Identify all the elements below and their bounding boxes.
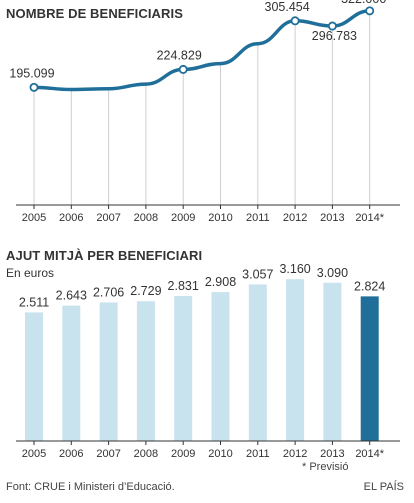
source-note: Font: CRUE i Ministeri d’Educació. (6, 481, 175, 493)
line-x-tick-label: 2012 (283, 212, 307, 224)
line-x-tick-label: 2007 (96, 212, 120, 224)
beneficiaries-data-point (365, 6, 375, 16)
average-aid-data-label: 2.643 (56, 289, 87, 303)
average-aid-bar (136, 301, 155, 441)
line-chart-title: NOMBRE DE BENEFICIARIS (6, 6, 183, 21)
line-x-tick-label: 2005 (22, 212, 46, 224)
bar-x-tick-label: 2006 (59, 448, 83, 460)
beneficiaries-data-point (178, 64, 188, 74)
line-x-tick-label: 2014* (355, 212, 384, 224)
average-aid-bar-chart: 2.511 2.643 2.706 2.729 2.831 2.908 3.057 3.160… (16, 262, 400, 460)
average-aid-data-label: 2.511 (19, 295, 49, 309)
beneficiaries-data-label: 195.099 (9, 66, 54, 80)
beneficiaries-line-chart: 2005 2006 2007 2008 2009 2010 2011 2012 2013 2014… (9, 0, 400, 224)
average-aid-bar (323, 282, 342, 441)
forecast-footnote: * Previsió (302, 461, 349, 473)
average-aid-bar (62, 305, 81, 441)
beneficiaries-data-label: 305.454 (265, 0, 310, 14)
beneficiaries-data-label: 224.829 (157, 48, 202, 62)
line-x-tick-label: 2011 (246, 212, 270, 224)
average-aid-bar (99, 302, 118, 441)
line-x-tick-label: 2010 (208, 212, 232, 224)
average-aid-bar (360, 296, 379, 441)
average-aid-data-label: 2.831 (168, 279, 199, 293)
bar-x-tick-label: 2010 (208, 448, 232, 460)
bar-x-tick-label: 2012 (283, 448, 307, 460)
beneficiaries-data-label: 322.000 (341, 0, 386, 6)
beneficiaries-data-label: 296.783 (312, 29, 357, 43)
average-aid-data-label: 2.729 (130, 284, 161, 298)
average-aid-data-label: 2.706 (93, 285, 124, 299)
bar-chart-subtitle: En euros (6, 266, 55, 280)
beneficiaries-data-point (327, 21, 337, 31)
line-x-tick-label: 2009 (171, 212, 195, 224)
average-aid-data-label: 3.090 (317, 266, 348, 280)
bar-x-tick-label: 2009 (171, 448, 195, 460)
bar-x-tick-label: 2011 (246, 448, 270, 460)
beneficiaries-data-point (29, 82, 39, 92)
average-aid-data-label: 2.824 (354, 279, 385, 293)
line-x-tick-label: 2006 (59, 212, 83, 224)
bar-x-tick-label: 2005 (22, 448, 46, 460)
average-aid-data-label: 3.057 (242, 267, 273, 281)
average-aid-bar (25, 312, 43, 441)
average-aid-bar (211, 292, 230, 441)
beneficiaries-data-point (290, 16, 300, 26)
average-aid-data-label: 3.160 (279, 262, 310, 276)
bar-x-tick-label: 2008 (134, 448, 158, 460)
bar-x-tick-label: 2014* (355, 448, 384, 460)
line-x-tick-label: 2008 (134, 212, 158, 224)
average-aid-bar (248, 284, 267, 441)
average-aid-bar (174, 296, 193, 441)
bar-chart-title: AJUT MITJÀ PER BENEFICIARI (6, 248, 203, 263)
line-x-tick-label: 2013 (320, 212, 344, 224)
average-aid-bar (286, 279, 305, 441)
bar-x-tick-label: 2007 (96, 448, 120, 460)
beneficiaries-series-line (32, 9, 372, 92)
average-aid-data-label: 2.908 (205, 275, 236, 289)
bar-x-tick-label: 2013 (320, 448, 344, 460)
brand-label: EL PAÍS (363, 481, 404, 493)
